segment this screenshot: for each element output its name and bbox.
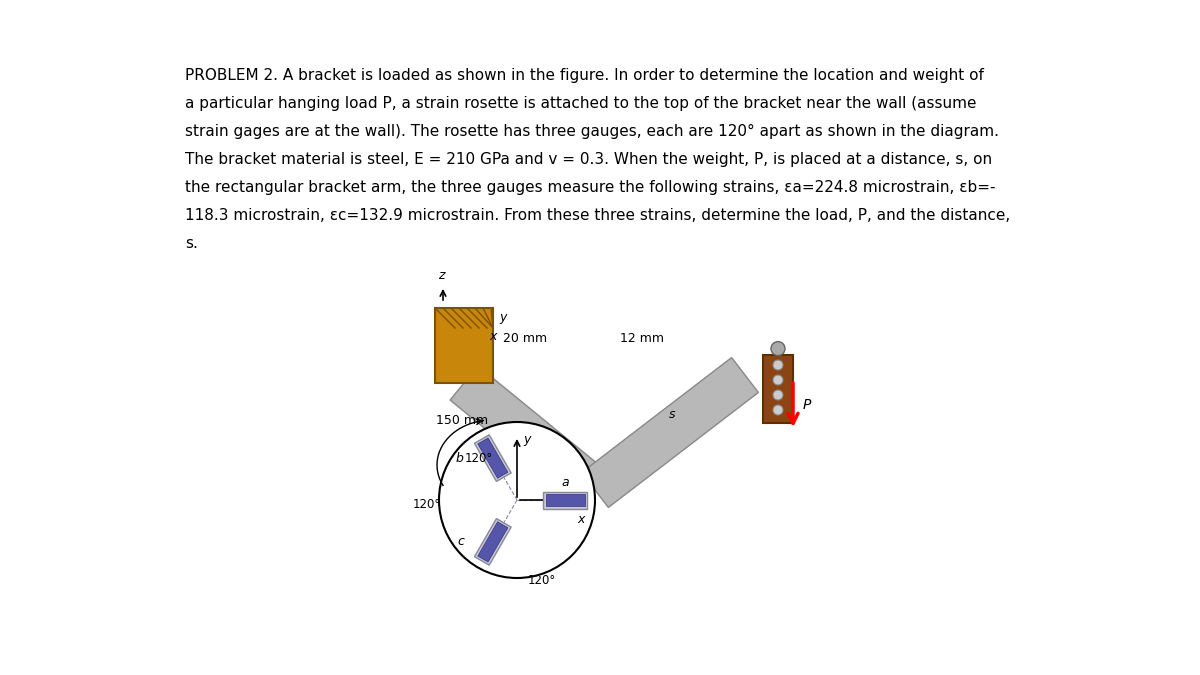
Text: 120°: 120° xyxy=(528,574,556,587)
Text: 150 mm: 150 mm xyxy=(436,414,488,427)
Text: 12 mm: 12 mm xyxy=(620,331,664,344)
Text: 120°: 120° xyxy=(464,452,493,464)
Text: 118.3 microstrain, εc=132.9 microstrain. From these three strains, determine the: 118.3 microstrain, εc=132.9 microstrain.… xyxy=(185,208,1010,223)
Circle shape xyxy=(773,390,784,400)
Ellipse shape xyxy=(439,422,595,578)
Text: c: c xyxy=(457,535,464,548)
Text: s: s xyxy=(668,408,676,421)
Polygon shape xyxy=(478,522,508,562)
Polygon shape xyxy=(763,354,793,423)
Text: y: y xyxy=(523,433,530,446)
Text: a particular hanging load P, a strain rosette is attached to the top of the brac: a particular hanging load P, a strain ro… xyxy=(185,96,977,111)
Text: strain gages are at the wall). The rosette has three gauges, each are 120° apart: strain gages are at the wall). The roset… xyxy=(185,124,998,139)
Circle shape xyxy=(773,405,784,415)
Polygon shape xyxy=(478,438,508,479)
Text: The bracket material is steel, E = 210 GPa and v = 0.3. When the weight, P, is p: The bracket material is steel, E = 210 G… xyxy=(185,152,992,167)
Text: 20 mm: 20 mm xyxy=(503,331,547,344)
Text: P: P xyxy=(803,398,811,412)
Text: b: b xyxy=(456,452,464,464)
Circle shape xyxy=(772,342,785,356)
Text: z: z xyxy=(438,269,444,282)
Polygon shape xyxy=(474,518,511,565)
Polygon shape xyxy=(450,366,608,507)
Text: 120°: 120° xyxy=(413,499,442,512)
Polygon shape xyxy=(474,435,511,481)
Circle shape xyxy=(773,375,784,385)
Text: x: x xyxy=(490,329,497,342)
Text: a: a xyxy=(562,475,569,489)
Polygon shape xyxy=(436,308,493,383)
Polygon shape xyxy=(544,491,587,508)
Text: s.: s. xyxy=(185,236,198,251)
Text: PROBLEM 2. A bracket is loaded as shown in the figure. In order to determine the: PROBLEM 2. A bracket is loaded as shown … xyxy=(185,68,984,83)
Polygon shape xyxy=(546,494,586,506)
Polygon shape xyxy=(582,358,758,508)
Text: y: y xyxy=(499,311,506,325)
Text: the rectangular bracket arm, the three gauges measure the following strains, εa=: the rectangular bracket arm, the three g… xyxy=(185,180,996,195)
Text: x: x xyxy=(577,513,584,526)
Circle shape xyxy=(773,360,784,370)
